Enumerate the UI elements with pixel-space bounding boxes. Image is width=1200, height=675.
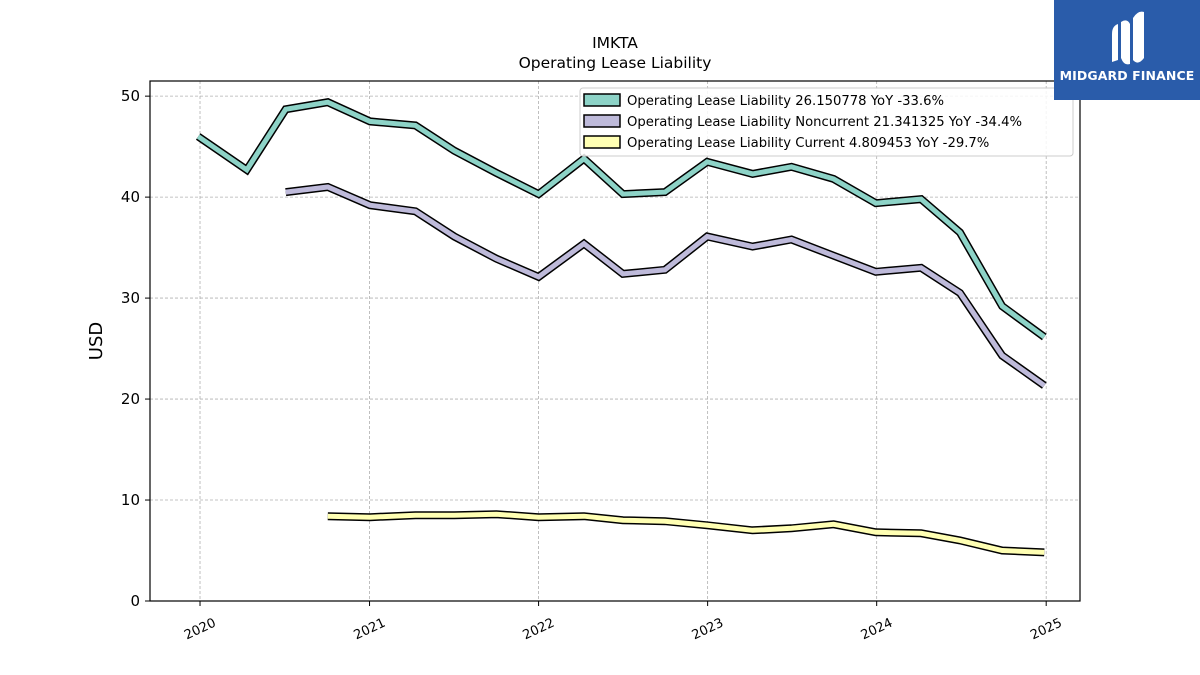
series-1: [195, 98, 1047, 341]
legend: Operating Lease Liability 26.150778 YoY …: [579, 87, 1074, 157]
chart-subtitle: Operating Lease Liability: [519, 54, 712, 72]
y-tick-label: 10: [121, 491, 140, 509]
legend-label: Operating Lease Liability 26.150778 YoY …: [627, 94, 944, 109]
series-3: [327, 510, 1045, 557]
x-tick-label: 2023: [690, 616, 726, 644]
y-tick-label: 40: [121, 188, 140, 206]
x-tick-label: 2024: [859, 616, 895, 644]
y-axis-label: USD: [86, 322, 107, 360]
y-tick-label: 20: [121, 390, 140, 408]
legend-swatch: [583, 114, 621, 128]
x-tick-label: 2022: [521, 616, 557, 644]
series-2: [285, 182, 1047, 389]
legend-swatch: [583, 93, 621, 107]
legend-label: Operating Lease Liability Current 4.8094…: [627, 136, 989, 151]
plot-frame: [149, 80, 1081, 602]
brand-name: MIDGARD FINANCE: [1059, 68, 1195, 83]
chart-title: IMKTA: [592, 34, 638, 52]
brand-mark-icon: [1112, 11, 1144, 65]
y-tick-label: 30: [121, 289, 140, 307]
legend-swatch: [583, 135, 621, 149]
series-line: [285, 184, 1046, 388]
y-tick-label: 0: [130, 592, 140, 610]
series-outline: [285, 182, 1047, 389]
legend-label: Operating Lease Liability Noncurrent 21.…: [627, 115, 1022, 130]
y-tick-label: 50: [121, 87, 140, 105]
brand-logo: MIDGARD FINANCE: [1054, 0, 1200, 100]
x-tick-label: 2025: [1028, 616, 1064, 644]
series-outline: [327, 510, 1045, 557]
legend-box: [579, 87, 1074, 157]
series-line: [196, 99, 1046, 340]
series-line: [327, 511, 1045, 555]
x-tick-label: 2021: [352, 616, 388, 644]
series-layer: [195, 98, 1047, 557]
x-tick-label: 2020: [182, 616, 218, 644]
